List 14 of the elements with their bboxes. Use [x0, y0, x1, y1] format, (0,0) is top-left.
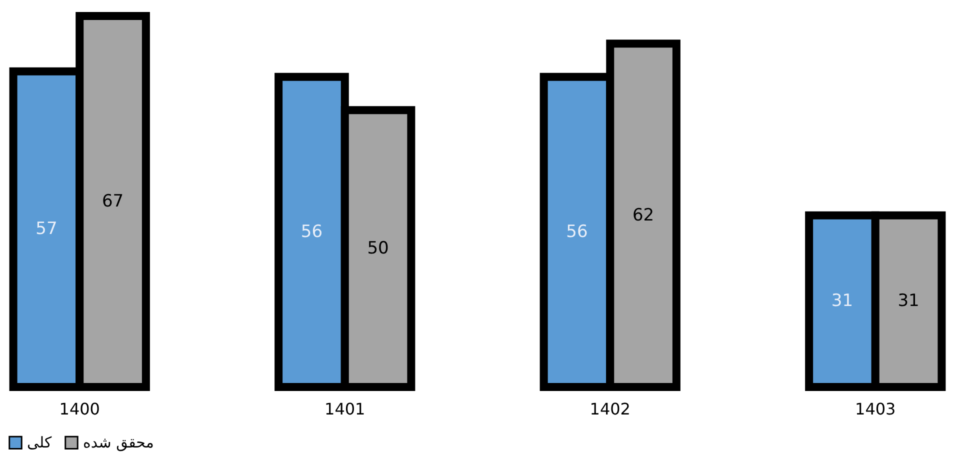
legend-label: محقق شده: [83, 434, 154, 452]
data-label: 56: [566, 222, 588, 242]
legend-label: کلی: [27, 434, 52, 452]
data-label: 56: [300, 222, 323, 242]
data-label: 62: [632, 205, 654, 226]
x-tick-label: 1402: [590, 400, 630, 418]
data-label: 57: [36, 219, 58, 240]
x-tick-label: 1400: [59, 400, 100, 418]
x-tick-label: 1401: [324, 400, 366, 418]
data-label: 50: [367, 238, 389, 259]
x-tick-label: 1403: [855, 400, 896, 418]
data-label: 31: [831, 291, 854, 312]
data-label: 31: [898, 291, 920, 312]
data-label: 67: [102, 192, 124, 212]
